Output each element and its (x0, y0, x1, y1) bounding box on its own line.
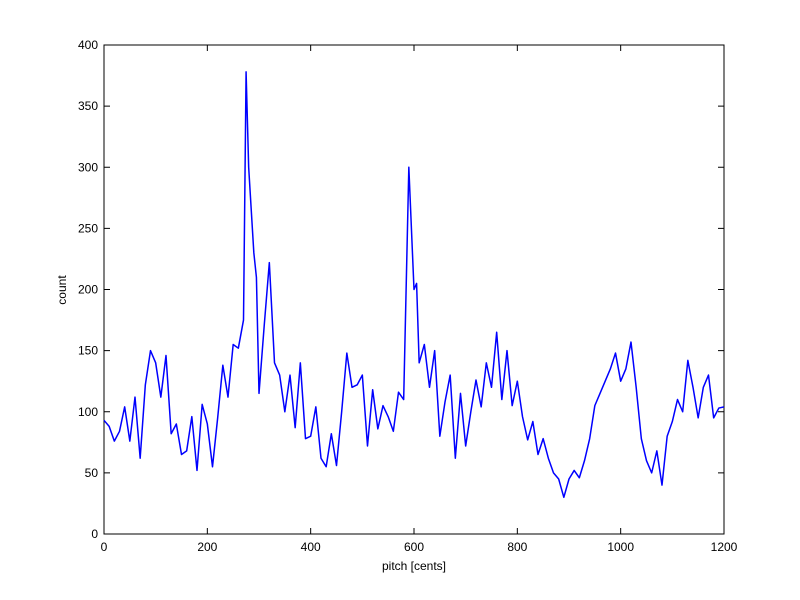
x-tick-label: 800 (507, 540, 527, 554)
y-tick-label: 100 (78, 405, 98, 419)
x-tick-label: 1200 (711, 540, 738, 554)
y-axis-label: count (55, 275, 69, 305)
x-tick-label: 0 (101, 540, 108, 554)
y-tick-label: 200 (78, 283, 98, 297)
x-tick-label: 1000 (607, 540, 634, 554)
x-tick-label: 600 (404, 540, 424, 554)
x-tick-label: 400 (301, 540, 321, 554)
y-tick-label: 150 (78, 344, 98, 358)
y-tick-label: 400 (78, 38, 98, 52)
data-line (103, 71, 725, 499)
y-tick-label: 350 (78, 99, 98, 113)
x-axis-label: pitch [cents] (382, 559, 446, 573)
y-tick-label: 50 (85, 466, 99, 480)
y-tick-label: 300 (78, 160, 98, 174)
y-tick-label: 0 (91, 527, 98, 541)
x-tick-label: 200 (197, 540, 217, 554)
y-tick-label: 250 (78, 221, 98, 235)
